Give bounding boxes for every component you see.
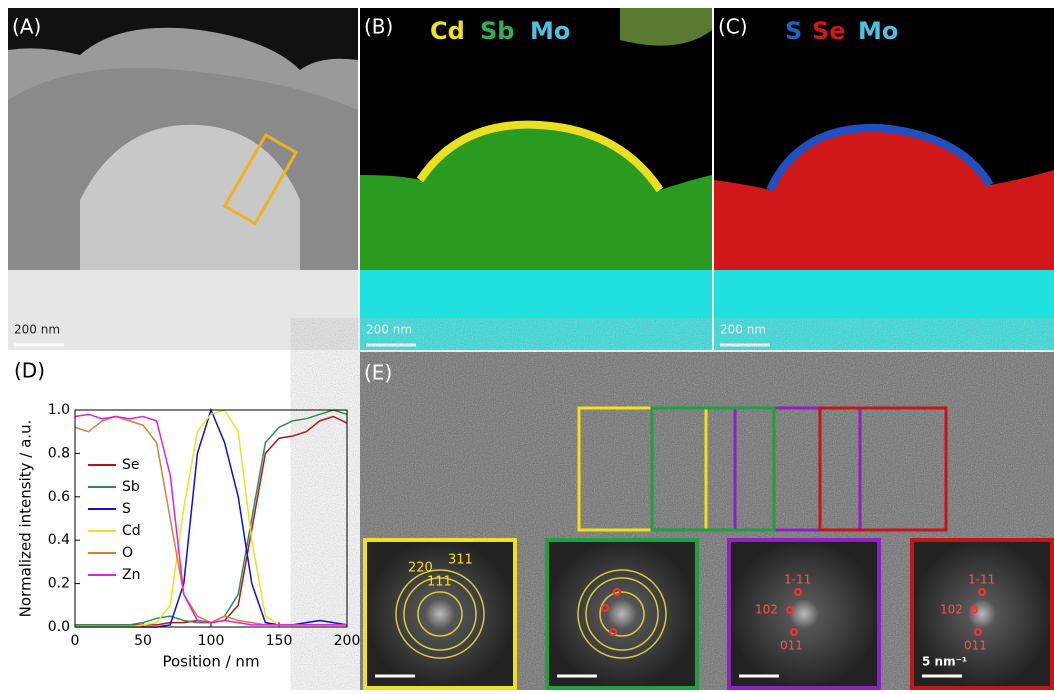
element-label: Se	[812, 17, 846, 45]
y-tick-label: 0.6	[48, 489, 70, 505]
scale-label: 200 nm	[366, 323, 412, 337]
y-tick-label: 0.8	[48, 445, 70, 461]
legend-label: O	[122, 545, 133, 561]
x-tick-label: 150	[266, 633, 293, 649]
legend-label: S	[122, 501, 131, 517]
panel-b	[360, 8, 712, 350]
panel-e	[360, 352, 1054, 690]
legend-label: Se	[122, 457, 140, 473]
scale-label: 200 nm	[14, 323, 60, 337]
fft-label: 1-11	[968, 573, 995, 587]
fft-label: 220	[408, 561, 433, 576]
fft-label: 102	[940, 603, 963, 617]
line-chart: 0.0 0.2 0.4 0.6 0.8 1.0 0 50 100 150 200 Se Sb S Cd O Zn…	[17, 402, 361, 671]
element-label: Mo	[530, 17, 570, 45]
fft-label: 311	[448, 553, 473, 568]
y-tick-label: 0.0	[48, 619, 70, 635]
fft-label: 011	[780, 639, 803, 653]
plot-frame	[74, 409, 348, 628]
legend-label: Cd	[122, 523, 141, 539]
legend-label: Sb	[122, 479, 140, 495]
series-line	[75, 409, 348, 626]
series-line	[74, 413, 347, 626]
element-label: S	[785, 17, 802, 45]
x-tick-label: 50	[134, 633, 152, 649]
panel-label: (A)	[12, 15, 41, 39]
element-label: Cd	[430, 17, 465, 45]
series-line	[75, 409, 347, 628]
series-line	[75, 415, 348, 626]
x-tick-label: 0	[71, 633, 80, 649]
scale-label: 5 nm⁻¹	[922, 655, 967, 669]
fft-label: 111	[427, 575, 452, 590]
panel-c	[714, 8, 1054, 350]
panel-a	[8, 8, 358, 350]
fft-label: 102	[755, 603, 778, 617]
series-line	[74, 415, 347, 626]
x-tick-label: 200	[334, 633, 361, 649]
series-line	[75, 407, 348, 628]
x-axis-label: Position / nm	[162, 653, 259, 671]
panel-label: (E)	[364, 361, 392, 385]
panel-label: (B)	[364, 15, 393, 39]
y-axis-label: Normalized intensity / a.u.	[17, 420, 35, 618]
panel-label: (C)	[718, 15, 748, 39]
y-tick-label: 0.4	[48, 532, 70, 548]
scale-label: 200 nm	[720, 323, 766, 337]
legend-label: Zn	[122, 567, 140, 583]
fft-label: 011	[964, 639, 987, 653]
fft-label: 1-11	[784, 573, 811, 587]
element-label: Mo	[858, 17, 898, 45]
x-tick-label: 100	[198, 633, 225, 649]
panel-label: (D)	[14, 359, 45, 383]
element-label: Sb	[480, 17, 514, 45]
y-tick-label: 1.0	[48, 402, 70, 418]
y-tick-label: 0.2	[48, 576, 70, 592]
